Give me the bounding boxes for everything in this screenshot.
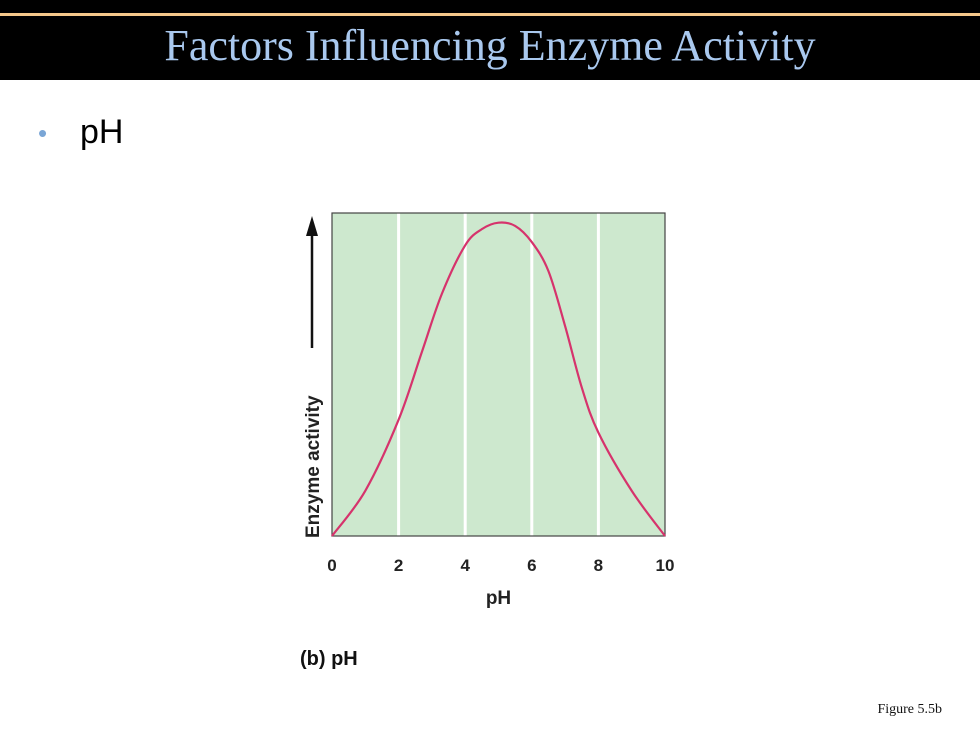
bullet-text: pH <box>80 113 124 151</box>
x-tick-label: 10 <box>656 556 675 575</box>
x-tick-label: 4 <box>460 556 470 575</box>
title-rule <box>0 13 980 16</box>
y-axis-arrow-head <box>306 216 318 236</box>
x-tick-label: 6 <box>527 556 536 575</box>
slide-title: Factors Influencing Enzyme Activity <box>164 21 816 70</box>
x-axis-label: pH <box>486 588 511 609</box>
figure-caption: (b) pH <box>300 648 358 670</box>
y-axis-label: Enzyme activity <box>303 395 324 538</box>
gridlines <box>397 213 600 536</box>
bullet-marker: • <box>38 118 48 148</box>
plot-frame <box>331 212 666 537</box>
x-tick-labels: 0 2 4 6 8 10 <box>327 556 674 575</box>
figure-reference: Figure 5.5b <box>877 702 942 717</box>
activity-curve <box>331 221 666 537</box>
plot-background <box>332 213 665 536</box>
x-tick-label: 0 <box>327 556 336 575</box>
x-tick-label: 2 <box>394 556 403 575</box>
x-tick-label: 8 <box>594 556 603 575</box>
